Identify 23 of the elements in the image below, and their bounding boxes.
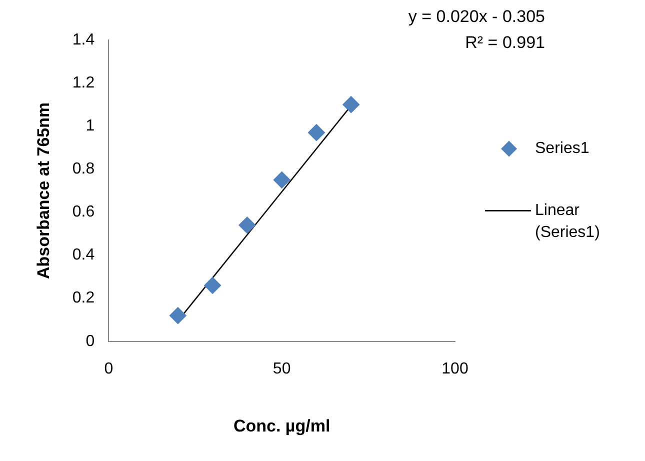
y-tick-label: 0.6 — [72, 204, 95, 221]
y-tick-label: 1.4 — [72, 31, 95, 48]
point — [238, 216, 256, 234]
legend-label: Series1 — [535, 140, 590, 158]
x-tick-label: 0 — [104, 360, 114, 378]
y-tick-label: 0.2 — [72, 290, 95, 307]
y-tick-label: 0 — [86, 332, 95, 350]
point — [342, 96, 360, 114]
point — [204, 276, 222, 294]
point — [308, 124, 325, 142]
y-tick-label: 1 — [86, 118, 95, 135]
x-tick-label: 100 — [442, 360, 468, 378]
text: R² = 0.991 — [465, 33, 545, 52]
y-tick-label: 1.2 — [72, 74, 95, 92]
x-axis-title: Conc. µg/ml — [233, 416, 330, 436]
y-axis-title: Absorbance at 765nm — [34, 102, 53, 280]
point — [273, 171, 290, 188]
text: y = 0.020x - 0.305 — [408, 7, 545, 26]
legend-label: Linear (Series1) — [535, 202, 600, 242]
point — [169, 307, 186, 324]
y-tick-label: 0.4 — [72, 246, 95, 264]
y-tick-label: 0.8 — [72, 160, 95, 178]
x-tick-label: 50 — [272, 360, 291, 378]
